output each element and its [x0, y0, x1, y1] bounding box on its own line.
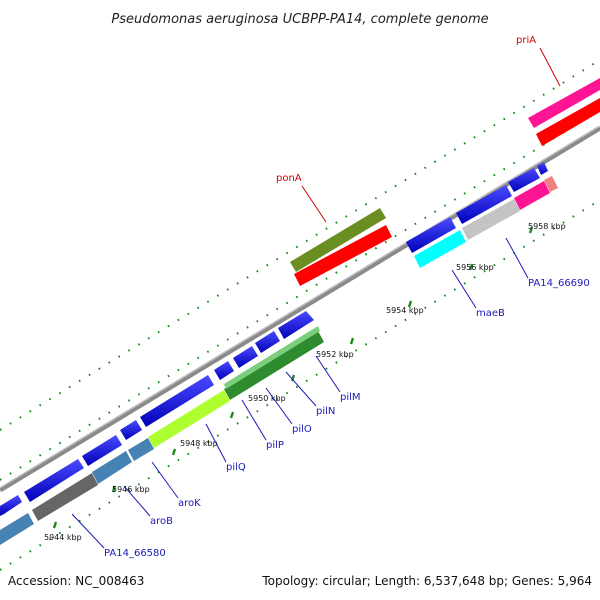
- kbp-label: 5954 kbp: [386, 306, 424, 315]
- gene-blue: [537, 162, 548, 175]
- gene-green: [224, 331, 324, 400]
- gene-olive: [290, 208, 386, 272]
- gene-label-ponA: ponA: [276, 173, 302, 184]
- accession-text: Accession: NC_008463: [8, 574, 144, 588]
- kbp-label: 5950 kbp: [248, 394, 286, 403]
- gene-label-PA14_66580: PA14_66580: [104, 548, 166, 559]
- gene-label-aroK: aroK: [178, 498, 201, 509]
- gene-label-pilP: pilP: [266, 440, 284, 451]
- kbp-label: 5948 kbp: [180, 439, 218, 448]
- gene-label-maeB: maeB: [476, 308, 505, 319]
- gene-label-pilO: pilO: [292, 424, 312, 435]
- gene-blue: [82, 435, 122, 466]
- gene-label-pilN: pilN: [316, 406, 335, 417]
- gene-steel: [128, 438, 154, 461]
- gene-labels: priA ponA PA14_66690 maeB pilM pilN pilO…: [104, 35, 590, 559]
- tick-rows: [0, 59, 600, 571]
- gene-dark-gray: [32, 473, 98, 521]
- gene-gray: [462, 199, 520, 240]
- gene-cyan: [414, 230, 466, 268]
- gene-blue: [120, 420, 142, 440]
- gene-lane-right: [406, 162, 558, 268]
- gene-blue: [508, 168, 540, 192]
- major-ticks: [52, 226, 534, 529]
- gene-steel: [0, 513, 34, 545]
- gene-magenta: [514, 181, 550, 210]
- leader-lines-blue: [71, 237, 529, 549]
- gene-label-pilM: pilM: [340, 392, 361, 403]
- genome-backbone: [0, 125, 600, 493]
- gene-pink: [544, 176, 558, 192]
- kbp-label: 5956 kbp: [456, 263, 494, 272]
- gene-blue: [24, 459, 84, 502]
- gene-ponA-group: [290, 208, 392, 286]
- gene-blue: [214, 361, 234, 380]
- leader-lines-red: [301, 47, 561, 223]
- gene-blue: [456, 185, 512, 224]
- gene-lime: [148, 390, 230, 448]
- gene-blue: [140, 375, 214, 427]
- gene-blue: [278, 311, 314, 339]
- map-title: Pseudomonas aeruginosa UCBPP-PA14, compl…: [111, 12, 488, 27]
- gene-red: [294, 225, 392, 286]
- kbp-labels: 5944 kbp 5946 kbp 5948 kbp 5950 kbp 5952…: [44, 222, 566, 542]
- gene-priA-group: [528, 78, 600, 146]
- gene-label-pilQ: pilQ: [226, 462, 246, 473]
- gene-blue: [233, 346, 258, 368]
- gene-red: [536, 98, 600, 146]
- kbp-label: 5958 kbp: [528, 222, 566, 231]
- gene-label-PA14_66690: PA14_66690: [528, 278, 590, 289]
- gene-label-priA: priA: [516, 35, 536, 46]
- gene-magenta: [528, 78, 600, 128]
- gene-blue: [255, 331, 280, 353]
- gene-steel: [92, 451, 132, 484]
- gene-lane-lower: [0, 311, 314, 516]
- kbp-label: 5952 kbp: [316, 350, 354, 359]
- gene-lane-colored: [0, 326, 324, 545]
- genome-summary-text: Topology: circular; Length: 6,537,648 bp…: [261, 574, 592, 588]
- kbp-label: 5944 kbp: [44, 533, 82, 542]
- gene-blue: [406, 217, 456, 253]
- kbp-label: 5946 kbp: [112, 485, 150, 494]
- gene-label-aroB: aroB: [150, 516, 173, 527]
- gene-green-light: [224, 326, 320, 389]
- gene-blue: [0, 495, 22, 516]
